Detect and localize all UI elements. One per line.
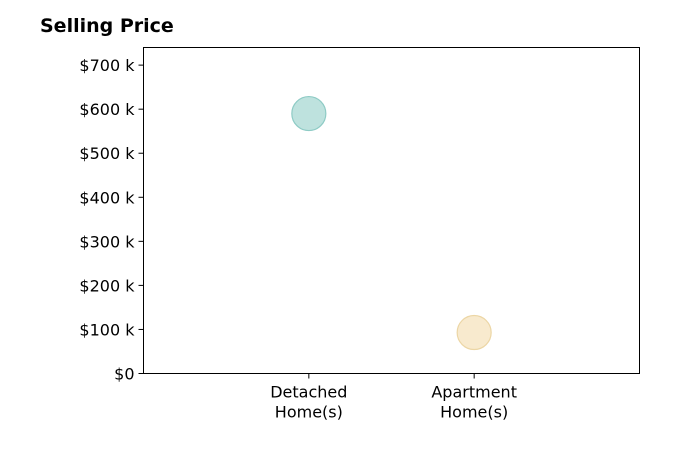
chart-title: Selling Price (40, 15, 174, 37)
data-point (456, 314, 492, 351)
data-point (291, 95, 327, 132)
x-tick-label: Detached (270, 383, 347, 402)
plot-frame (143, 47, 640, 374)
y-tick-label: $300 k (79, 232, 135, 251)
y-tick-label: $700 k (79, 56, 135, 75)
y-tick-label: $600 k (79, 100, 135, 119)
x-tick-label: Home(s) (275, 403, 343, 422)
data-points (291, 95, 492, 351)
y-tick-label: $200 k (79, 276, 135, 295)
y-axis: $0 $100 k $200 k $300 k $400 k $500 k $600 k $7… (79, 56, 144, 384)
y-tick-label: $400 k (79, 188, 135, 207)
x-tick-label: Apartment (431, 383, 517, 402)
x-tick-label: Home(s) (440, 403, 508, 422)
y-tick-label: $500 k (79, 144, 135, 163)
y-tick-label: $100 k (79, 320, 135, 339)
y-tick-label: $0 (114, 365, 134, 384)
